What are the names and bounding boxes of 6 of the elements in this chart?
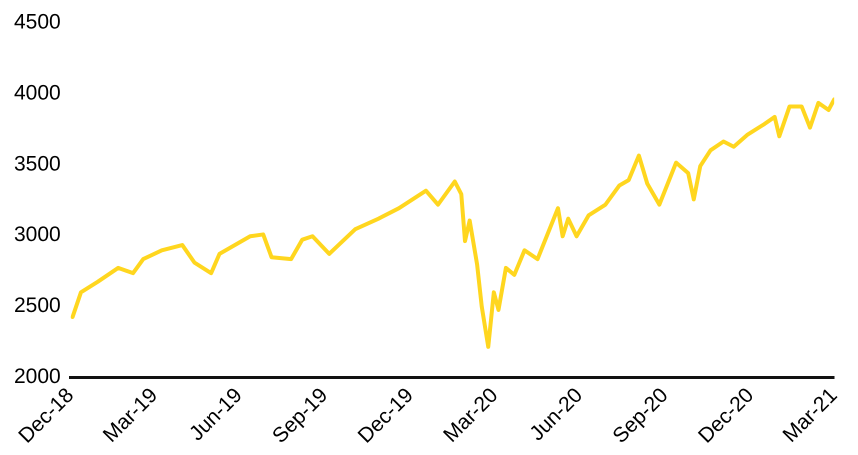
y-tick-label: 2500 bbox=[14, 294, 61, 318]
y-tick-label: 4000 bbox=[14, 81, 61, 104]
y-tick-label: 2000 bbox=[14, 365, 61, 388]
y-tick-label: 3500 bbox=[14, 152, 61, 176]
y-tick-label: 3000 bbox=[14, 223, 61, 246]
y-tick-label: 4500 bbox=[14, 10, 61, 34]
